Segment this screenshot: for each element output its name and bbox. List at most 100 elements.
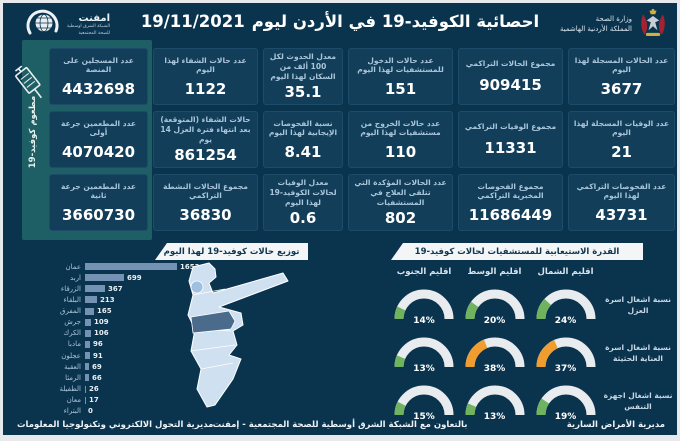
bar-track: 26: [85, 385, 211, 393]
stat-value: 909415: [479, 76, 542, 95]
emphnet-globe-icon: [26, 9, 59, 35]
bar-track: 66: [85, 374, 211, 382]
bar-value: 96: [93, 340, 103, 349]
gauge-value: 19%: [554, 411, 577, 422]
stat-value: 3660730: [61, 205, 136, 224]
gauge: 38%: [463, 333, 527, 375]
gauge-arc-icon: [536, 337, 595, 367]
gauge-row-label: نسبة اشغال اجهزة التنفس: [603, 391, 673, 411]
stat-tile: عدد الحالات المسجلة لهذا اليوم 3677: [568, 48, 675, 105]
bar-category-label: المفرق: [60, 307, 81, 316]
bar-category-label: الزرقاء: [60, 284, 81, 293]
gauge-value: 38%: [483, 363, 506, 374]
stat-value: 8.41: [284, 142, 322, 161]
stat-tile: عدد حالات الشفاء لهذا اليوم 1122: [153, 48, 258, 105]
region-header: اقليم الجنوب: [396, 267, 452, 277]
gauge-value: 24%: [554, 315, 577, 326]
stat-value: 802: [384, 208, 417, 227]
bar-row: الرمثا 66: [31, 373, 211, 382]
stat-tile: عدد حالات الدخول للمستشفيات لهذا اليوم 15…: [348, 48, 453, 105]
bar-category-label: الطفيلة: [59, 385, 81, 394]
stat-tile: مجموع الوفيات التراكمي 11331: [458, 111, 563, 168]
stat-label: عدد حالات الدخول للمستشفيات لهذا اليوم: [357, 55, 444, 75]
bar-row: البتراء 0: [31, 407, 211, 416]
stat-value: 21: [611, 142, 632, 161]
bar-value: 165: [97, 307, 112, 316]
gauge-value: 14%: [413, 315, 435, 326]
bar-row: الطفيلة 26: [31, 385, 211, 394]
stat-label: عدد المسجلين على المنصة: [63, 55, 134, 75]
bar-row: المفرق 165: [31, 307, 211, 316]
bar-track: 165: [85, 307, 211, 315]
bar-track: 69: [85, 363, 211, 371]
gauge-value: 13%: [483, 411, 506, 422]
bar-fill: [85, 396, 86, 404]
gauge-arc-icon: [465, 385, 524, 415]
bar-category-label: معان: [66, 396, 81, 405]
stat-label: مجموع الحالات النشطة التراكمي: [163, 181, 248, 201]
stat-tile: معدل الوفيات لحالات الكوفيد-19 لهذا اليو…: [263, 174, 343, 231]
stat-value: 35.1: [284, 82, 322, 101]
gauge-arc-icon: [394, 289, 454, 319]
bar-row: مادبا 96: [31, 340, 211, 349]
gauge-arc-icon: [536, 385, 595, 415]
title-date: 19/11/2021: [140, 12, 245, 31]
bar-fill: [85, 296, 97, 304]
bar-category-label: الكرك: [63, 329, 81, 338]
bar-track: 106: [85, 329, 211, 337]
region-header: اقليم الوسط: [467, 267, 522, 277]
bar-fill: [85, 263, 177, 270]
bar-row: العقبة 69: [31, 362, 211, 371]
stat-value: 3677: [600, 79, 643, 98]
vaccination-stats: عدد المسجلين على المنصة 4432698 عدد المطعم…: [49, 48, 148, 237]
region-header: اقليم الشمال: [537, 267, 594, 277]
bar-fill: [85, 329, 91, 337]
gauge-arc-icon: [394, 337, 454, 367]
stat-tile: مجموع الفحوصات المخبرية التراكمي 11686449: [458, 174, 563, 231]
vaccination-tile: عدد المطعمين جرعة ثانية 3660730: [49, 174, 148, 231]
bar-track: 367: [85, 285, 211, 293]
bar-value: 69: [92, 362, 102, 371]
bar-track: 699: [85, 274, 211, 282]
bar-row: اربد 699: [31, 273, 211, 282]
bar-fill: [85, 363, 89, 371]
bar-row: البلقاء 213: [31, 295, 211, 304]
stat-tile: مجموع الحالات التراكمي 909415: [458, 48, 563, 105]
gauge: 14%: [392, 285, 456, 327]
footer-directorate-diseases: مديرية الأمراض السارية: [566, 420, 665, 430]
stat-label: مجموع الحالات التراكمي: [465, 58, 556, 68]
footer-directorate-it: مديرية التحول الالكتروني وتكنولوجيا المع…: [17, 420, 214, 430]
hospital-capacity-gauges: اقليم الشمال اقليم الوسط اقليم الجنوب نسبة …: [389, 264, 675, 424]
bar-value: 0: [88, 407, 93, 416]
stat-label: مجموع الفحوصات المخبرية التراكمي: [477, 181, 544, 201]
stat-label: عدد الوفيات المسجلة لهذا اليوم: [573, 118, 670, 138]
stat-label: عدد المطعمين جرعة ثانية: [60, 181, 137, 201]
bar-row: الزرقاء 367: [31, 284, 211, 293]
syringe-icon: [14, 65, 43, 99]
stat-value: 43731: [595, 205, 648, 224]
stat-label: عدد المطعمين جرعة أولى: [60, 118, 137, 138]
gauge: 13%: [392, 333, 456, 375]
distribution-section-title: توزيع حالات كوفيد-19 لهذا اليوم: [155, 243, 308, 260]
bar-fill: [85, 274, 124, 282]
map-country-shape: [187, 262, 289, 408]
daily-statistics-grid: عدد الحالات المسجلة لهذا اليوم 3677 مجموع …: [153, 48, 675, 231]
bar-category-label: البلقاء: [63, 295, 81, 304]
bar-track: 91: [85, 352, 211, 360]
bar-track: 0: [85, 407, 211, 415]
gauge: 13%: [463, 381, 527, 423]
bar-value: 91: [93, 351, 103, 360]
gauge-value: 15%: [413, 411, 435, 422]
gauge-value: 37%: [554, 363, 577, 374]
stat-value: 0.6: [289, 208, 317, 227]
bar-value: 66: [92, 373, 102, 382]
footer-cooperation: بالتعاون مع الشبكة الشرق أوسطية للصحة ال…: [212, 420, 468, 430]
bar-track: 96: [85, 340, 211, 348]
governorate-bar-chart: عمان 1653 اربد 699 الزرقاء 367 البلقاء 213 المفر…: [31, 262, 211, 416]
vaccination-tile: عدد المسجلين على المنصة 4432698: [49, 48, 148, 105]
ministry-branding: وزارة الصحة المملكة الأردنية الهاشمية: [560, 7, 669, 41]
map-region-highlight-north: [190, 280, 204, 294]
stat-label: عدد الحالات المسجلة لهذا اليوم: [574, 55, 669, 75]
stat-value: 861254: [174, 145, 237, 164]
